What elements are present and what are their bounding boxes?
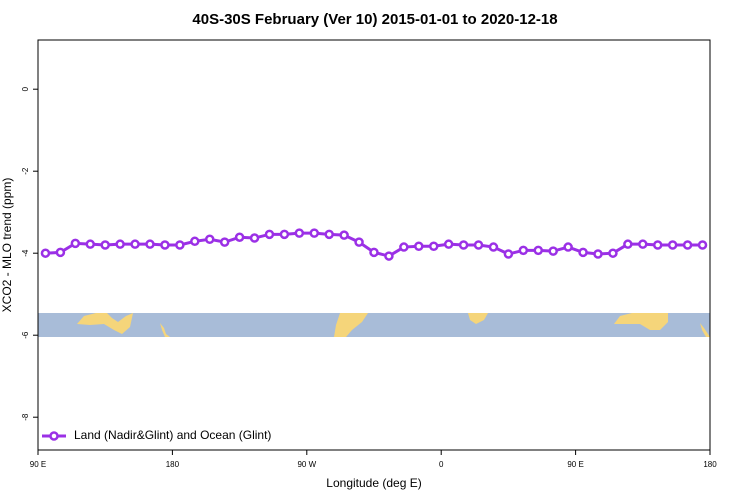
point — [249, 233, 260, 243]
point — [55, 247, 66, 258]
land — [700, 323, 710, 337]
point — [652, 240, 663, 250]
point — [264, 229, 275, 240]
legend-marker — [49, 431, 59, 441]
map-strip — [38, 313, 710, 337]
chart-title: 40S-30S February (Ver 10) 2015-01-01 to … — [192, 11, 557, 28]
point — [279, 229, 290, 240]
land — [77, 313, 133, 334]
plot-frame — [37, 39, 711, 451]
point — [458, 240, 469, 250]
y-tick-label: -8 — [21, 413, 30, 421]
x-tick-label: 90 E — [30, 460, 46, 469]
y-axis-label: XCO2 - MLO trend (ppm) — [0, 178, 14, 313]
point — [638, 239, 648, 249]
point — [204, 234, 215, 245]
point — [473, 240, 484, 250]
point — [548, 246, 558, 256]
point — [578, 247, 588, 258]
land — [160, 323, 170, 337]
point — [399, 242, 409, 252]
point — [697, 240, 708, 250]
point — [70, 238, 81, 249]
point — [623, 239, 633, 249]
point — [339, 230, 349, 240]
x-axis-label: Longitude (deg E) — [326, 476, 421, 490]
point — [608, 248, 618, 258]
x-tick-label: 90 W — [297, 460, 316, 469]
point — [384, 251, 394, 261]
point — [503, 249, 514, 259]
ocean-band — [38, 313, 710, 337]
point — [682, 240, 693, 250]
point — [443, 239, 454, 249]
point — [115, 239, 125, 249]
point — [190, 236, 200, 247]
point — [533, 245, 544, 256]
point — [219, 237, 230, 247]
land — [614, 313, 668, 330]
point — [593, 249, 603, 259]
x-tick-label: 180 — [703, 460, 717, 469]
point — [85, 239, 96, 249]
point — [667, 240, 678, 250]
point — [40, 248, 51, 258]
point — [518, 245, 529, 256]
land — [468, 313, 488, 324]
y-tick-label: 0 — [21, 86, 30, 91]
x-tick-label: 0 — [439, 460, 444, 469]
x-tick-label: 180 — [166, 460, 180, 469]
land — [334, 313, 368, 337]
y-tick-label: -4 — [21, 249, 30, 257]
x-tick-label: 90 E — [567, 460, 583, 469]
point — [175, 240, 185, 250]
legend-label: Land (Nadir&Glint) and Ocean (Glint) — [74, 428, 271, 442]
point — [130, 239, 140, 249]
point — [234, 232, 245, 242]
y-tick-label: -6 — [21, 331, 30, 339]
point — [324, 229, 334, 240]
point — [100, 240, 110, 250]
point — [309, 228, 320, 238]
point — [369, 247, 379, 258]
point — [414, 241, 424, 251]
point — [145, 239, 155, 249]
y-tick-label: -2 — [21, 167, 30, 175]
point — [354, 237, 364, 247]
point — [294, 228, 305, 238]
point — [428, 241, 439, 251]
point — [160, 240, 170, 250]
point — [488, 242, 499, 252]
point — [563, 242, 573, 252]
